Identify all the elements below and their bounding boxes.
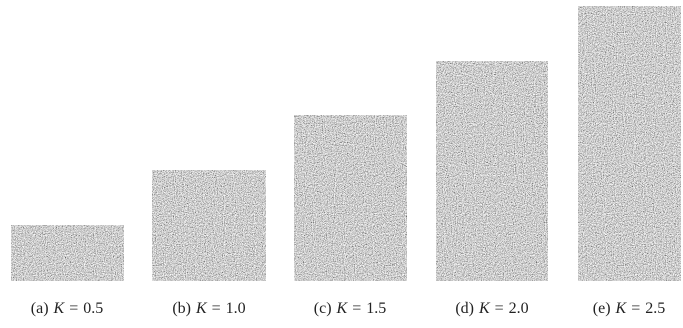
caption-label: (b) xyxy=(172,300,191,317)
noise-image xyxy=(436,61,548,281)
caption-symbol: K xyxy=(615,300,628,317)
captions: (a)K=0.5(b)K=1.0(c)K=1.5(d)K=2.0(e)K=2.5 xyxy=(31,300,665,317)
caption-value: 2.5 xyxy=(645,300,665,317)
caption-symbol: K xyxy=(336,300,349,317)
caption-value: 1.0 xyxy=(226,300,246,317)
caption-value: 0.5 xyxy=(83,300,103,317)
caption-symbol: K xyxy=(53,300,66,317)
caption-value: 2.0 xyxy=(509,300,529,317)
noise-image xyxy=(578,6,681,281)
caption-relation: = xyxy=(631,300,640,317)
caption-value: 1.5 xyxy=(366,300,386,317)
caption-relation: = xyxy=(352,300,361,317)
noise-image xyxy=(294,115,407,281)
caption-relation: = xyxy=(495,300,504,317)
caption: (d)K= 2.0 xyxy=(455,300,528,317)
noise-image xyxy=(11,225,124,281)
caption-symbol: K xyxy=(478,300,491,317)
noise-images xyxy=(11,6,681,281)
caption-relation: = xyxy=(212,300,221,317)
caption: (c)K= 1.5 xyxy=(314,300,386,317)
figure: (a)K=0.5(b)K=1.0(c)K=1.5(d)K=2.0(e)K=2.5 xyxy=(0,0,683,328)
caption: (e)K= 2.5 xyxy=(593,300,665,317)
caption-label: (d) xyxy=(455,300,474,317)
caption-label: (a) xyxy=(31,300,49,317)
caption: (b)K= 1.0 xyxy=(172,300,245,317)
caption-relation: = xyxy=(69,300,78,317)
caption-label: (e) xyxy=(593,300,611,317)
caption-symbol: K xyxy=(195,300,208,317)
caption-label: (c) xyxy=(314,300,332,317)
caption: (a)K= 0.5 xyxy=(31,300,103,317)
noise-image xyxy=(152,170,266,281)
